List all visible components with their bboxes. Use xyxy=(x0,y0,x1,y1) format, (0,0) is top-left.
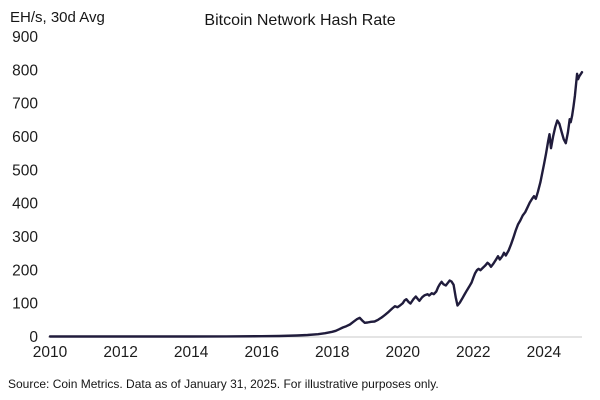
x-tick-label: 2014 xyxy=(174,344,209,361)
x-axis-tick-labels: 2010 2012 2014 2016 2018 2020 2022 2024 xyxy=(33,344,562,361)
x-tick-label: 2012 xyxy=(103,344,137,361)
y-tick-label: 700 xyxy=(12,96,38,113)
y-tick-label: 800 xyxy=(12,62,38,79)
chart-title: Bitcoin Network Hash Rate xyxy=(204,12,395,29)
y-axis-tick-labels: 900 800 700 600 500 400 300 200 100 0 xyxy=(12,29,38,346)
x-tick-label: 2018 xyxy=(315,344,349,361)
y-tick-label: 100 xyxy=(12,296,38,313)
y-tick-label: 0 xyxy=(29,329,38,346)
x-tick-label: 2010 xyxy=(33,344,68,361)
source-note: Source: Coin Metrics. Data as of January… xyxy=(8,377,439,391)
x-tick-label: 2020 xyxy=(386,344,421,361)
y-tick-label: 300 xyxy=(12,229,38,246)
x-tick-label: 2016 xyxy=(244,344,278,361)
y-tick-label: 200 xyxy=(12,262,38,279)
y-tick-label: 400 xyxy=(12,196,38,213)
hash-rate-line xyxy=(48,70,584,338)
y-tick-label: 500 xyxy=(12,162,38,179)
x-tick-label: 2022 xyxy=(456,344,490,361)
y-tick-label: 900 xyxy=(12,29,38,46)
y-axis-unit-label: EH/s, 30d Avg xyxy=(10,9,105,26)
y-tick-label: 600 xyxy=(12,129,38,146)
x-tick-label: 2024 xyxy=(527,344,562,361)
